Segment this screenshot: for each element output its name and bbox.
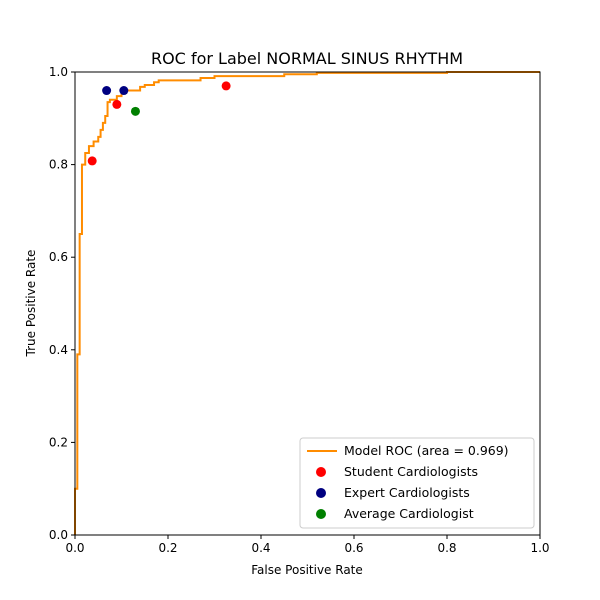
- chart-title: ROC for Label NORMAL SINUS RHYTHM: [151, 49, 463, 68]
- y-axis-ticks: 0.0 0.2 0.4 0.6 0.8 1.0: [49, 65, 75, 542]
- expert-cardiologist-point: [102, 86, 112, 96]
- y-tick-label: 1.0: [49, 65, 68, 79]
- plot-frame: [74, 71, 541, 536]
- expert-cardiologist-point: [119, 86, 129, 96]
- legend-marker-expert: [316, 488, 326, 498]
- legend-box: [299, 437, 535, 529]
- legend-marker-student: [316, 467, 326, 477]
- legend: Model ROC (area = 0.969) Student Cardiol…: [299, 437, 535, 529]
- legend-label-average: Average Cardiologist: [344, 506, 474, 521]
- y-tick-label: 0.2: [49, 435, 68, 449]
- y-tick-label: 0.8: [49, 158, 68, 172]
- roc-curve: [74, 71, 540, 535]
- student-cardiologist-point: [112, 99, 122, 109]
- student-cardiologist-point: [221, 81, 231, 91]
- x-tick-label: 0.2: [158, 541, 177, 555]
- legend-label-student: Student Cardiologists: [344, 464, 478, 479]
- x-tick-label: 0.6: [344, 541, 363, 555]
- legend-label-model-roc: Model ROC (area = 0.969): [344, 443, 509, 458]
- x-tick-label: 0.8: [437, 541, 456, 555]
- y-tick-label: 0.0: [49, 528, 68, 542]
- y-tick-label: 0.4: [49, 343, 68, 357]
- x-axis-ticks: 0.0 0.2 0.4 0.6 0.8 1.0: [65, 535, 550, 555]
- x-axis-label: False Positive Rate: [251, 563, 363, 577]
- average-cardiologist-point: [130, 106, 140, 116]
- y-tick-label: 0.6: [49, 250, 68, 264]
- x-tick-label: 0.0: [65, 541, 84, 555]
- x-tick-label: 0.4: [251, 541, 270, 555]
- scatter-layer: [87, 81, 231, 166]
- y-axis-label: True Positive Rate: [24, 250, 38, 358]
- legend-marker-average: [316, 509, 326, 519]
- roc-line-layer: [74, 71, 540, 535]
- x-tick-label: 1.0: [530, 541, 549, 555]
- student-cardiologist-point: [87, 156, 97, 166]
- legend-label-expert: Expert Cardiologists: [344, 485, 470, 500]
